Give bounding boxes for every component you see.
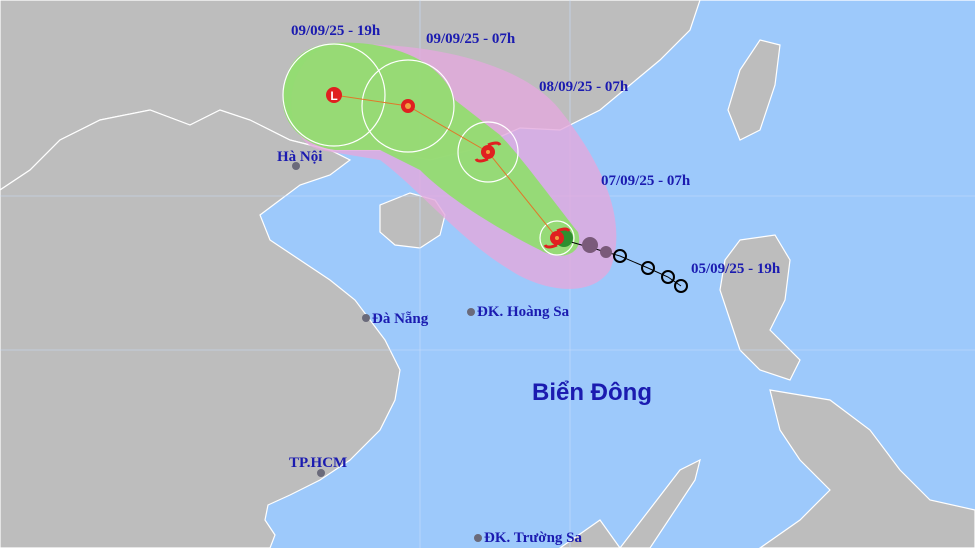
city-label-tp-hcm: TP.HCM	[289, 455, 348, 471]
past-position-circle-icon	[613, 249, 688, 293]
current-typhoon-icon	[543, 227, 573, 249]
forecast-circles	[282, 43, 575, 256]
place-label-hoang-sa: ĐK. Hoàng Sa	[477, 304, 570, 320]
sea-label-bien-dong: Biển Đông	[532, 379, 652, 406]
low-label: L	[330, 89, 337, 103]
past-typhoon-icon	[582, 237, 612, 258]
palawan-island	[619, 458, 701, 548]
forecast-label-0809-07h: 08/09/25 - 07h	[539, 79, 629, 95]
forecast-label-0509-19h: 05/09/25 - 19h	[691, 261, 781, 277]
forecast-track-line	[333, 94, 558, 239]
tropical-depression-icon	[401, 99, 415, 113]
city-label-ha-noi: Hà Nội	[277, 149, 323, 165]
taiwan-island	[727, 39, 781, 141]
city-markers	[292, 162, 482, 542]
forecast-label-0909-19h: 09/09/25 - 19h	[291, 23, 381, 39]
forecast-label-0709-07h: 07/09/25 - 07h	[601, 173, 691, 189]
vietnam-laos-cambodia-land	[0, 109, 401, 548]
forecast-label-0909-07h: 09/09/25 - 07h	[426, 31, 516, 47]
borneo-island	[558, 519, 621, 548]
hainan-island	[379, 192, 446, 249]
wind-zone	[282, 42, 580, 256]
city-label-da-nang: Đà Nẵng	[372, 311, 429, 327]
luzon-island	[719, 234, 801, 381]
place-label-truong-sa: ĐK. Trường Sa	[484, 530, 583, 546]
philippines-south-islands	[758, 389, 975, 548]
low-pressure-L-icon: L	[326, 87, 342, 103]
typhoon-icon	[474, 141, 502, 163]
